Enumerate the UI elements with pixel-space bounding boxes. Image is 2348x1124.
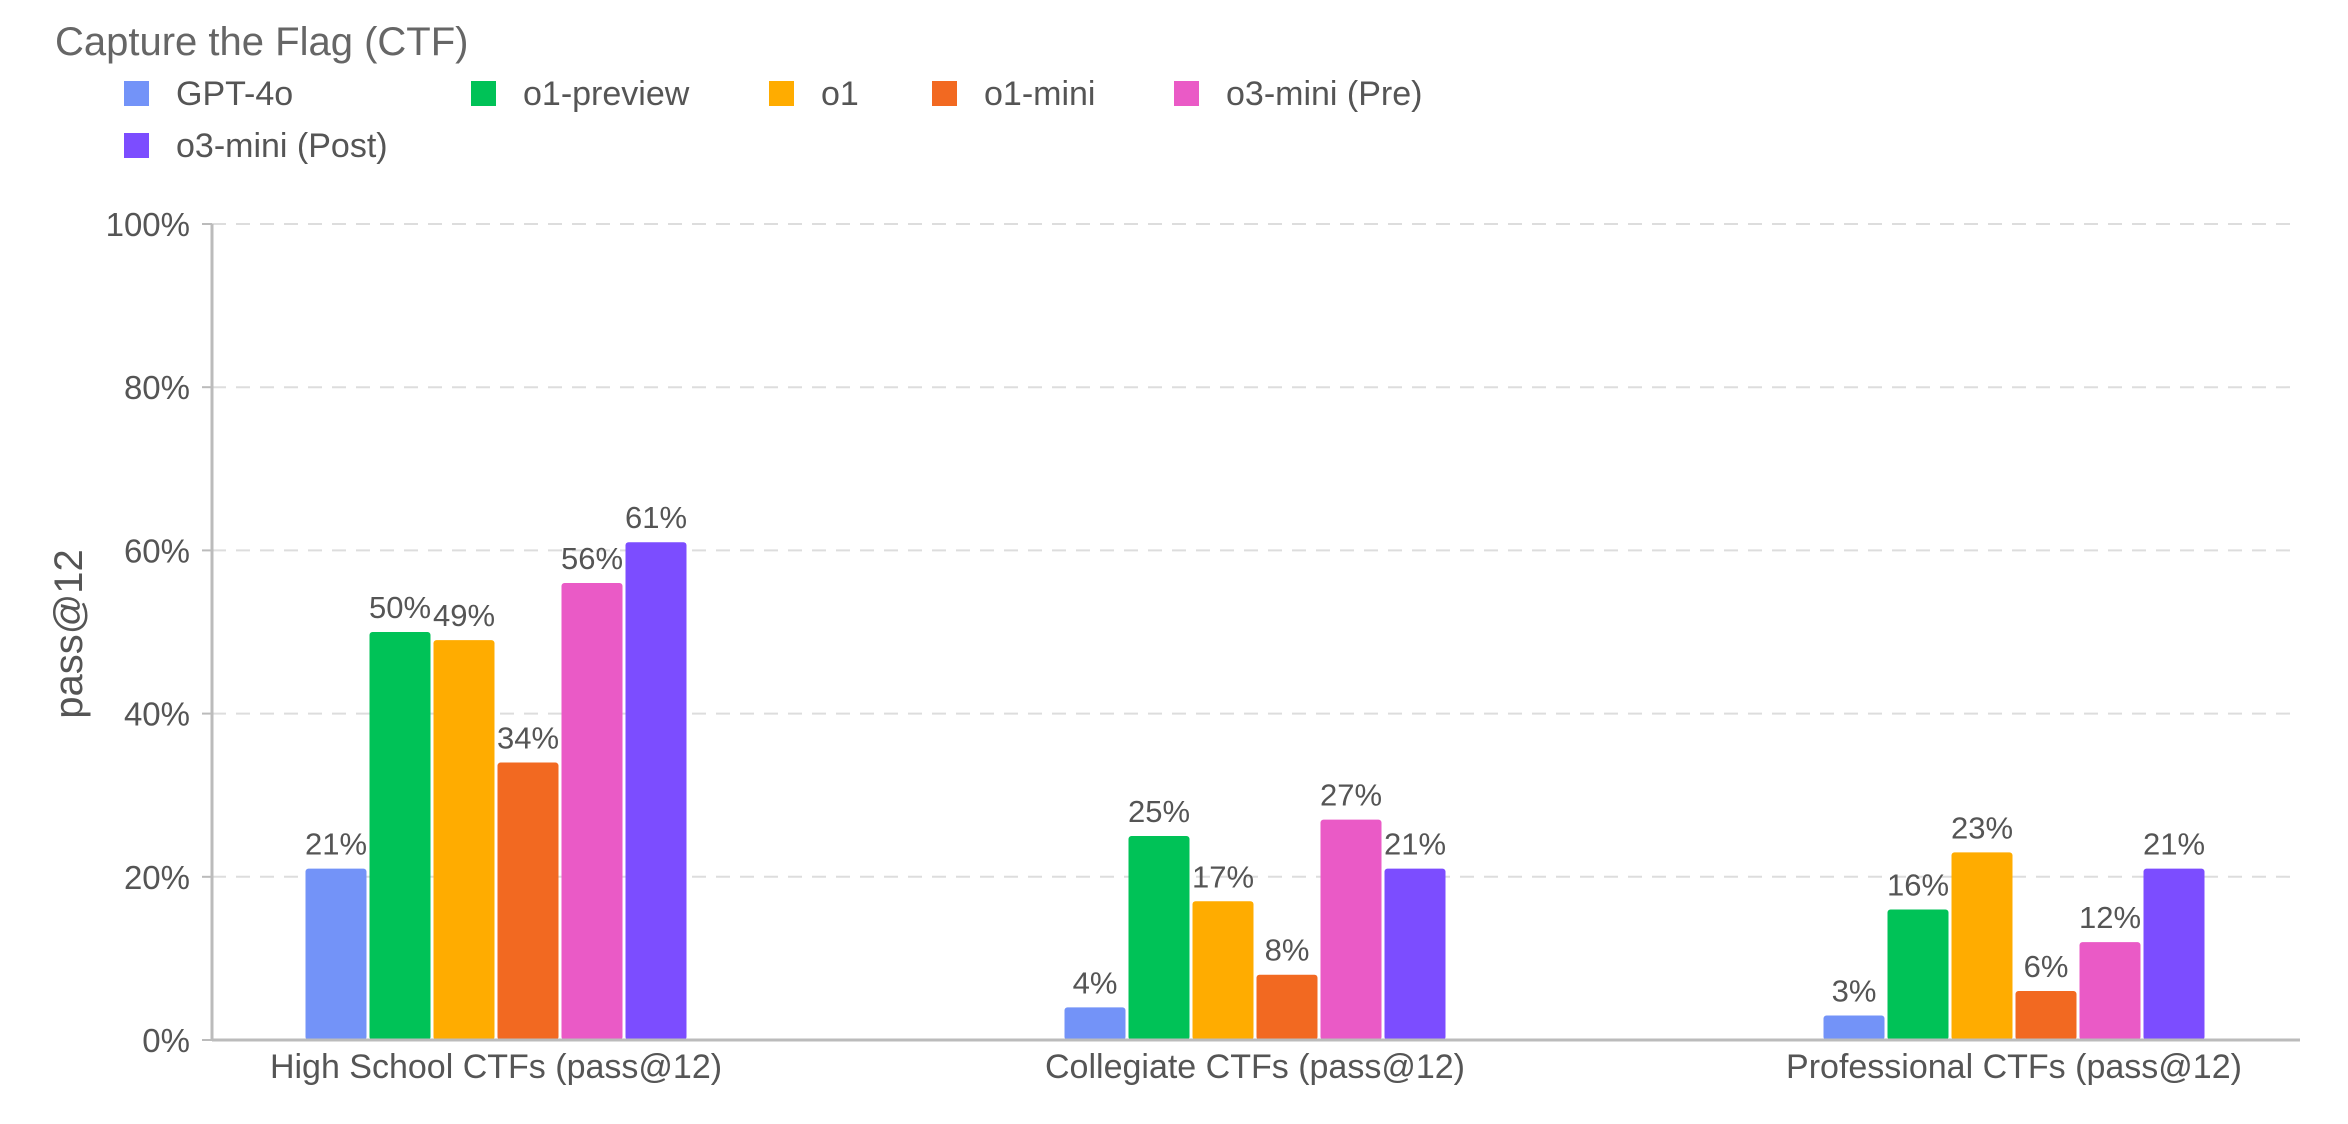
legend-label: o1 [821, 75, 859, 113]
data-label: 23% [1951, 810, 2013, 845]
bar [2079, 942, 2141, 1040]
data-label: 6% [2024, 949, 2069, 984]
y-tick-label: 100% [106, 206, 190, 243]
data-label: 21% [2143, 827, 2205, 862]
value-labels: 21%50% 49%34%56%61%4%25%17%8%27%21%3%16%2… [305, 500, 2205, 1008]
legend: GPT-4o o1-preview o1 o1-mini o3-mini (Pre) o3… [124, 75, 1422, 165]
legend-label: o1-preview [523, 75, 690, 113]
bar [561, 583, 623, 1040]
data-label: 34% [497, 721, 559, 756]
bar [1823, 1015, 1885, 1040]
bar [2143, 868, 2205, 1040]
data-label: 21% [1384, 827, 1446, 862]
bar [369, 632, 431, 1040]
legend-label: o3-mini (Pre) [1226, 75, 1422, 113]
category-labels: High School CTFs (pass@12) Collegiate CTF… [270, 1048, 2242, 1086]
data-label: 3% [1832, 974, 1877, 1009]
data-label: 8% [1265, 933, 1310, 968]
x-category-label: Professional CTFs (pass@12) [1786, 1048, 2242, 1086]
data-label: 17% [1192, 859, 1254, 894]
legend-label: o3-mini (Post) [176, 127, 388, 165]
legend-swatch [1174, 81, 1199, 106]
data-label: 61% [625, 500, 687, 535]
bar [305, 868, 367, 1040]
y-axis-label: pass@12 [47, 549, 91, 719]
legend-label: o1-mini [984, 75, 1095, 113]
bar [1064, 1007, 1126, 1040]
bars [305, 542, 2205, 1040]
bar [625, 542, 687, 1040]
bar [497, 762, 559, 1040]
x-category-label: High School CTFs (pass@12) [270, 1048, 722, 1086]
legend-label: GPT-4o [176, 75, 293, 113]
chart-title: Capture the Flag (CTF) [55, 20, 468, 64]
data-label: 25% [1128, 794, 1190, 829]
data-label: 21% [305, 827, 367, 862]
legend-swatch [471, 81, 496, 106]
y-tick-label: 80% [124, 369, 190, 406]
bar [2015, 991, 2077, 1040]
bar [1128, 836, 1190, 1040]
bar [433, 640, 495, 1040]
bar [1384, 868, 1446, 1040]
y-tick-label: 0% [142, 1022, 190, 1059]
data-label: 56% [561, 541, 623, 576]
data-label: 50% [369, 590, 431, 625]
legend-swatch [124, 81, 149, 106]
data-label: 16% [1887, 867, 1949, 902]
y-tick-label: 60% [124, 532, 190, 569]
data-label: 49% [433, 598, 495, 633]
x-category-label: Collegiate CTFs (pass@12) [1045, 1048, 1465, 1086]
y-tick-label: 40% [124, 696, 190, 733]
y-tick-label: 20% [124, 859, 190, 896]
bar [1951, 852, 2013, 1040]
y-axis-ticks: 0% 20% 40% 60% 80% 100% [106, 206, 212, 1059]
bar [1192, 901, 1254, 1040]
bar [1887, 909, 1949, 1040]
data-label: 12% [2079, 900, 2141, 935]
legend-swatch [124, 133, 149, 158]
bar [1256, 974, 1318, 1040]
data-label: 4% [1073, 965, 1118, 1000]
data-label: 27% [1320, 778, 1382, 813]
legend-swatch [932, 81, 957, 106]
bar [1320, 819, 1382, 1040]
legend-swatch [769, 81, 794, 106]
